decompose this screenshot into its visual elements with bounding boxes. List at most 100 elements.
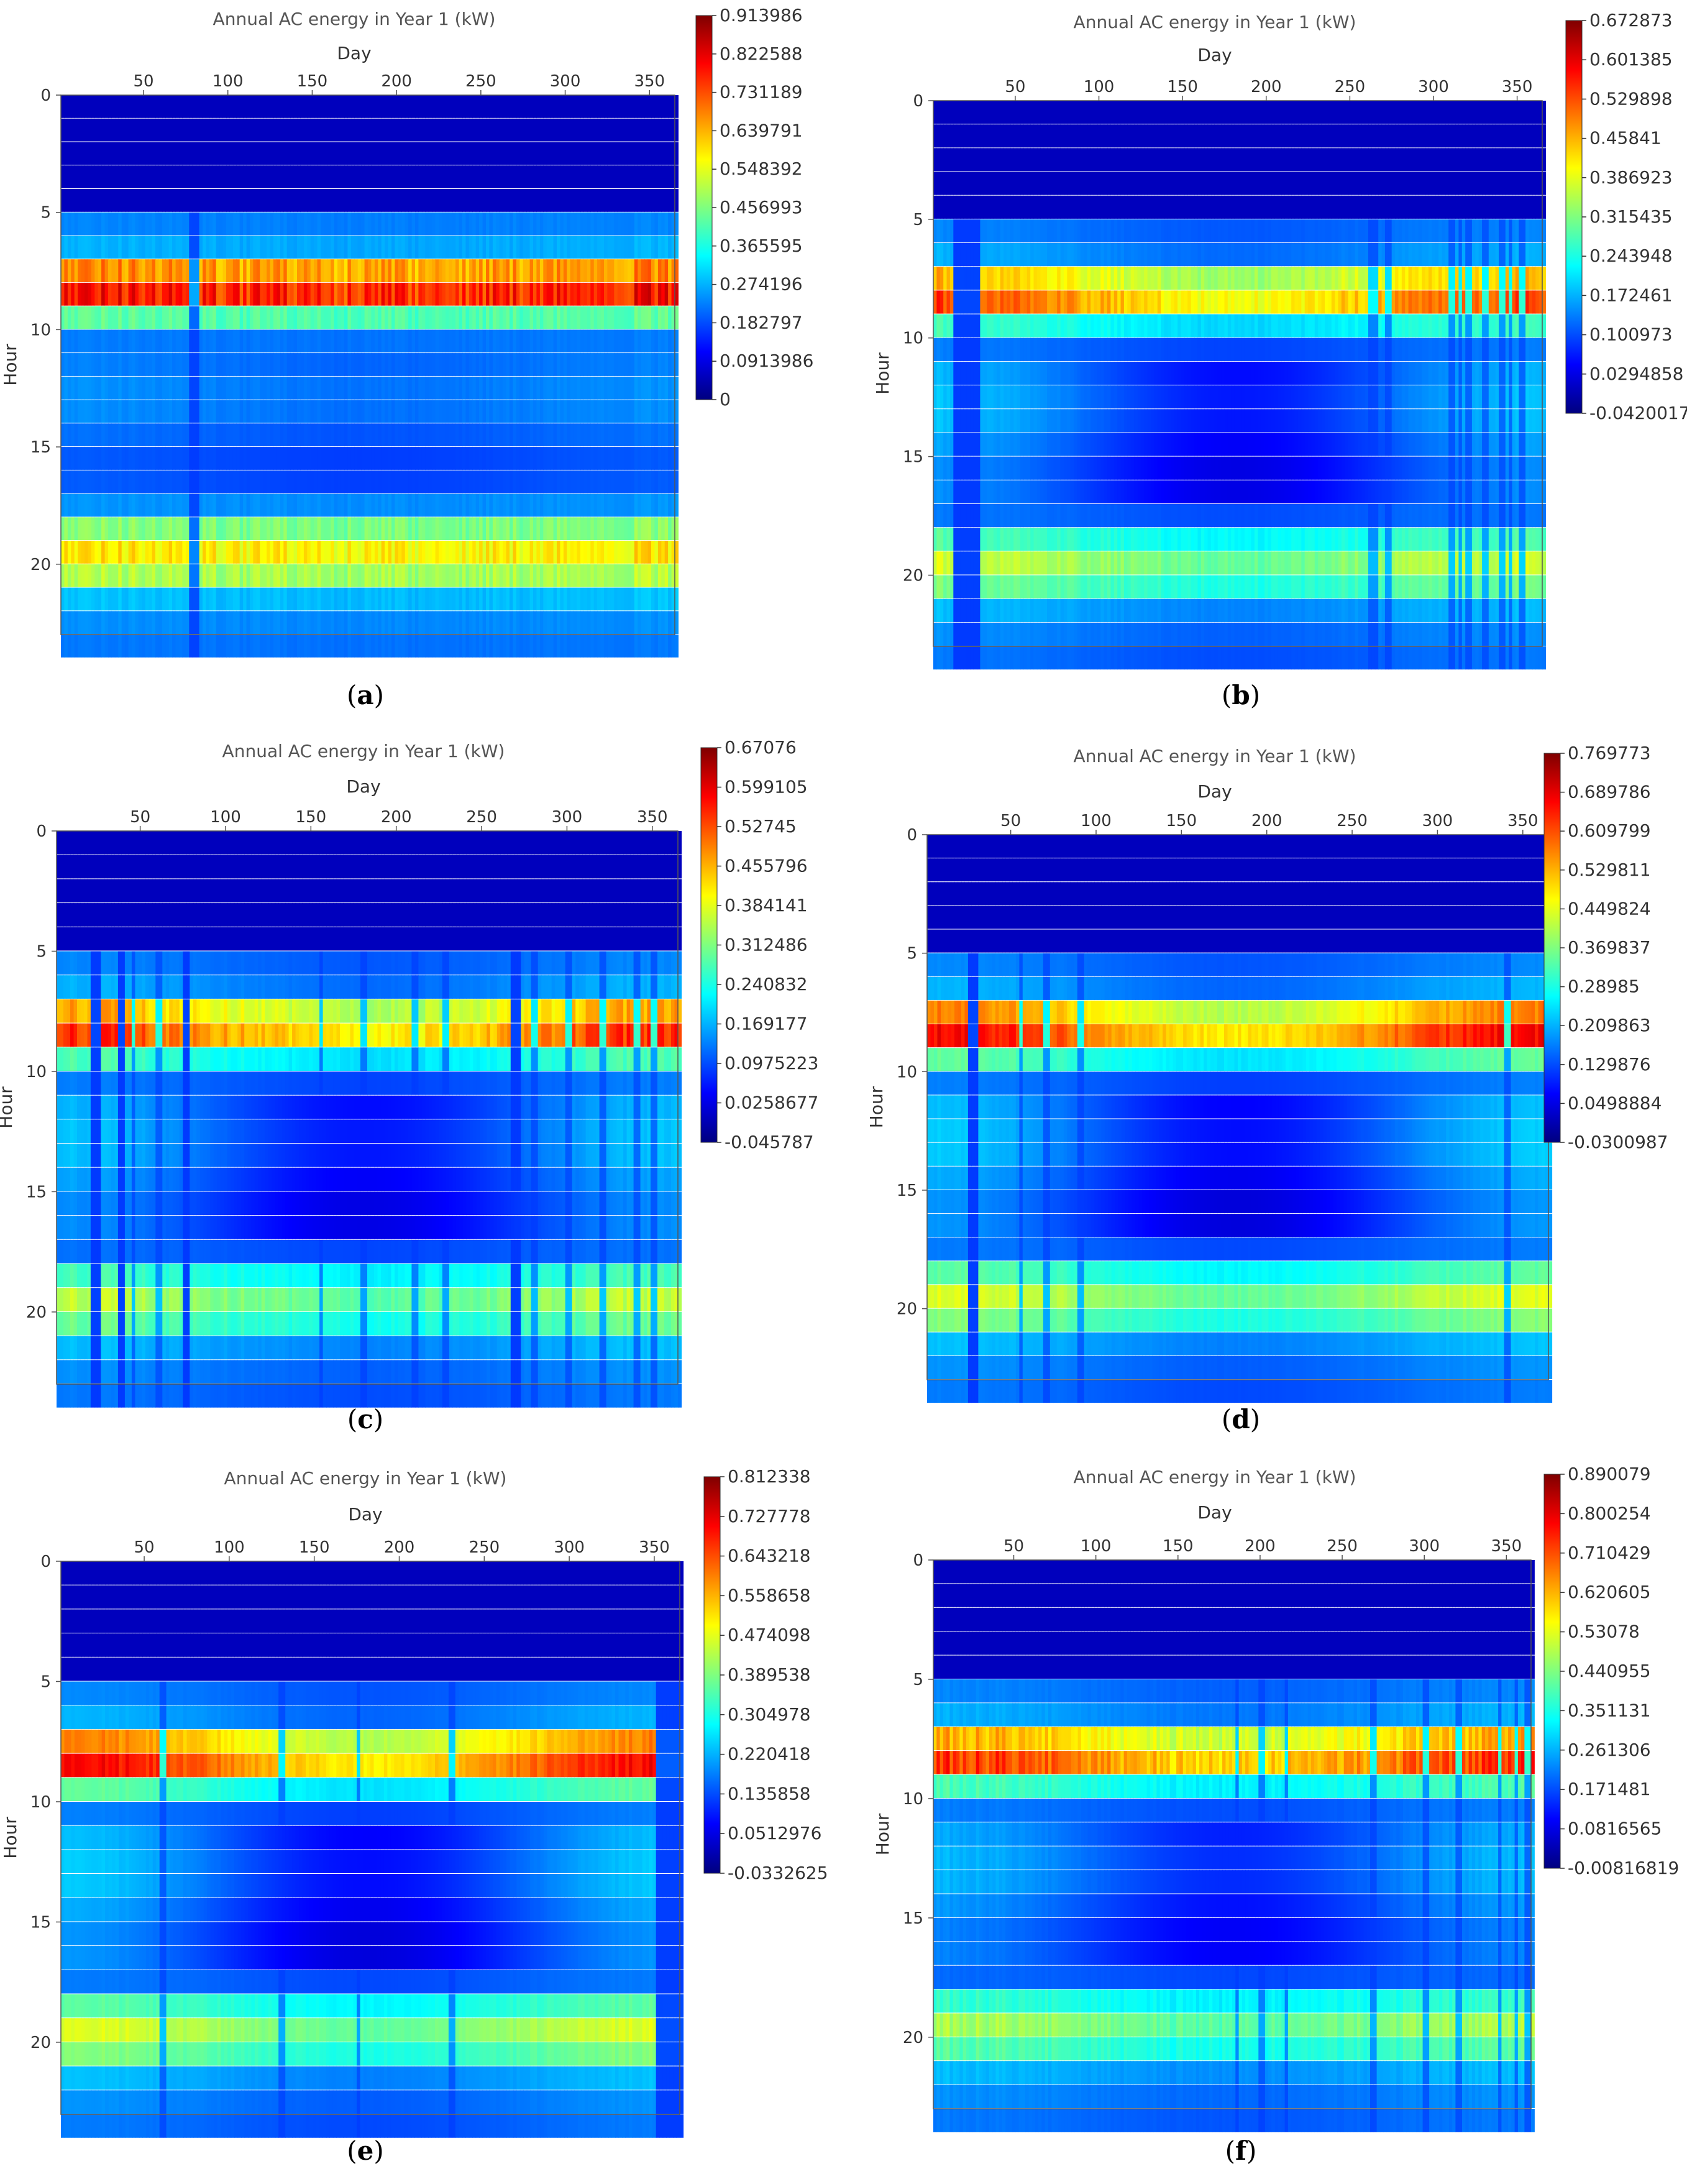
heat-cell xyxy=(142,400,145,423)
heat-cell xyxy=(78,353,81,376)
heat-cell xyxy=(182,611,186,634)
heat-cell xyxy=(132,470,135,493)
heat-cell xyxy=(196,353,199,376)
heat-cell xyxy=(186,564,190,587)
heat-cell xyxy=(94,611,98,634)
heat-cell xyxy=(111,611,115,634)
heat-cell xyxy=(64,165,68,188)
heat-cell xyxy=(111,329,115,352)
heat-cell xyxy=(135,447,139,470)
heat-cell xyxy=(152,329,156,352)
heat-cell xyxy=(142,189,145,212)
heat-cell xyxy=(111,494,115,517)
heat-cell xyxy=(139,564,142,587)
heat-cell xyxy=(139,353,142,376)
heat-cell xyxy=(75,517,78,540)
heat-cell xyxy=(165,541,169,564)
heat-cell xyxy=(135,400,139,423)
heat-cell xyxy=(111,564,115,587)
heat-cell xyxy=(135,119,139,142)
heat-cell xyxy=(71,447,75,470)
heat-cell xyxy=(186,470,190,493)
heat-cell xyxy=(179,165,183,188)
heat-cell xyxy=(176,470,180,493)
heat-cell xyxy=(88,329,91,352)
heat-cell xyxy=(64,353,68,376)
heat-cell xyxy=(94,119,98,142)
heat-cell xyxy=(139,611,142,634)
heat-cell xyxy=(176,494,180,517)
heat-cell xyxy=(162,259,166,282)
heat-cell xyxy=(108,165,112,188)
heat-cell xyxy=(115,353,119,376)
heat-cell xyxy=(85,470,88,493)
heat-cell xyxy=(105,588,109,611)
heat-cell xyxy=(196,119,199,142)
heat-cell xyxy=(81,259,85,282)
heat-cell xyxy=(68,165,71,188)
heat-cell xyxy=(85,213,88,236)
heat-cell xyxy=(152,611,156,634)
heat-cell xyxy=(115,517,119,540)
heat-cell xyxy=(115,494,119,517)
heat-cell xyxy=(189,377,193,400)
heat-cell xyxy=(98,283,102,306)
heat-cell xyxy=(152,189,156,212)
heat-cell xyxy=(85,259,88,282)
heat-cell xyxy=(196,236,199,259)
heat-cell xyxy=(158,142,162,165)
heat-cell xyxy=(85,611,88,634)
heat-cell xyxy=(189,306,193,329)
heat-cell xyxy=(101,447,105,470)
heat-cell xyxy=(111,283,115,306)
heat-cell xyxy=(91,213,95,236)
heat-cell xyxy=(179,213,183,236)
heat-cell xyxy=(94,283,98,306)
heat-cell xyxy=(81,95,85,118)
heat-cell xyxy=(81,470,85,493)
heat-cell xyxy=(162,377,166,400)
heat-cell xyxy=(75,189,78,212)
heat-cell xyxy=(122,329,126,352)
heat-cell xyxy=(105,494,109,517)
heat-cell xyxy=(75,447,78,470)
heat-cell xyxy=(68,236,71,259)
heat-cell xyxy=(94,564,98,587)
heat-cell xyxy=(101,377,105,400)
heat-cell xyxy=(64,517,68,540)
heat-cell xyxy=(162,165,166,188)
heat-cell xyxy=(162,142,166,165)
heat-cell xyxy=(189,588,193,611)
heat-cell xyxy=(182,353,186,376)
heat-cell xyxy=(182,377,186,400)
heat-cell xyxy=(132,353,135,376)
heat-cell xyxy=(71,213,75,236)
heat-cell xyxy=(98,142,102,165)
heat-cell xyxy=(165,635,169,658)
heat-cell xyxy=(169,635,173,658)
heat-cell xyxy=(122,423,126,446)
heat-cell xyxy=(152,564,156,587)
heat-cell xyxy=(115,564,119,587)
heat-cell xyxy=(98,470,102,493)
heat-cell xyxy=(132,635,135,658)
heat-cell xyxy=(108,517,112,540)
heat-cell xyxy=(81,189,85,212)
heat-cell xyxy=(149,541,152,564)
heat-cell xyxy=(111,259,115,282)
heat-cell xyxy=(172,283,176,306)
heat-cell xyxy=(94,95,98,118)
heat-cell xyxy=(129,423,132,446)
heat-cell xyxy=(189,423,193,446)
heat-cell xyxy=(193,423,196,446)
heat-cell xyxy=(155,588,159,611)
heat-cell xyxy=(193,189,196,212)
heat-cell xyxy=(189,283,193,306)
heat-cell xyxy=(132,447,135,470)
heat-cell xyxy=(71,189,75,212)
heat-cell xyxy=(115,165,119,188)
heat-cell xyxy=(165,377,169,400)
heat-cell xyxy=(61,329,65,352)
heat-cell xyxy=(162,541,166,564)
heat-cell xyxy=(88,353,91,376)
